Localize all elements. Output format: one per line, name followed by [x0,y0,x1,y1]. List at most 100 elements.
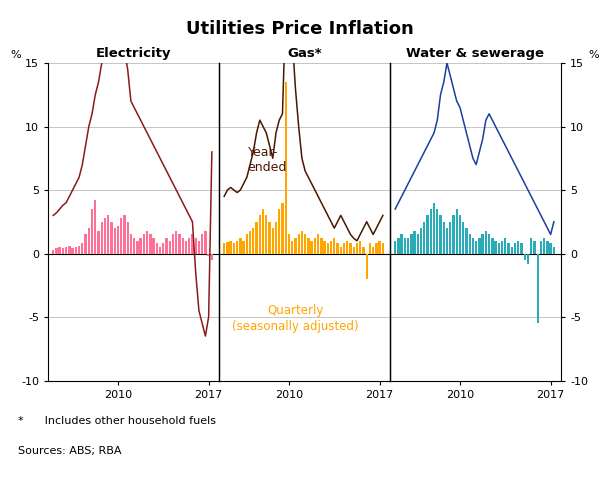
Bar [524,254,526,260]
Bar [169,241,171,254]
Bar [511,247,513,254]
Bar [301,231,303,254]
Bar [94,200,97,254]
Bar [68,246,71,254]
Text: Quarterly
(seasonally adjusted): Quarterly (seasonally adjusted) [232,304,359,333]
Bar [485,231,487,254]
Bar [416,234,419,254]
Bar [407,238,409,254]
Bar [249,231,251,254]
Bar [159,247,161,254]
Bar [127,222,129,254]
Bar [536,254,539,324]
Bar [446,228,448,254]
Bar [272,228,274,254]
Bar [262,209,264,254]
Bar [333,238,335,254]
Bar [540,241,542,254]
Bar [139,238,142,254]
Text: Sources: ABS; RBA: Sources: ABS; RBA [18,446,121,456]
Title: Water & sewerage: Water & sewerage [407,47,545,60]
Bar [58,247,61,254]
Bar [110,222,113,254]
Bar [530,238,532,254]
Bar [330,241,332,254]
Bar [146,231,148,254]
Bar [459,215,461,254]
Bar [404,238,406,254]
Bar [74,247,77,254]
Bar [340,247,342,254]
Bar [136,241,139,254]
Bar [478,238,481,254]
Bar [397,238,400,254]
Bar [455,209,458,254]
Bar [372,247,374,254]
Bar [120,218,122,254]
Bar [198,241,200,254]
Bar [65,247,67,254]
Text: Utilities Price Inflation: Utilities Price Inflation [186,20,414,38]
Bar [543,238,545,254]
Bar [375,243,377,254]
Bar [88,228,90,254]
Bar [469,234,471,254]
Bar [353,247,355,254]
Bar [394,241,397,254]
Bar [130,234,132,254]
Bar [494,241,497,254]
Bar [382,243,384,254]
Bar [101,222,103,254]
Bar [71,248,74,254]
Bar [239,238,242,254]
Bar [314,238,316,254]
Bar [369,243,371,254]
Bar [245,234,248,254]
Bar [85,234,87,254]
Text: Year-
ended: Year- ended [248,146,287,173]
Bar [185,241,187,254]
Bar [133,238,136,254]
Text: %: % [588,50,599,60]
Bar [356,243,358,254]
Bar [488,234,490,254]
Bar [514,243,516,254]
Bar [284,82,287,254]
Bar [520,243,523,254]
Bar [379,241,381,254]
Bar [97,231,100,254]
Bar [166,238,167,254]
Bar [172,234,174,254]
Bar [223,243,226,254]
Bar [211,254,213,260]
Bar [430,209,432,254]
Bar [208,254,210,256]
Bar [265,215,268,254]
Bar [149,234,152,254]
Bar [52,249,55,254]
Bar [497,243,500,254]
Text: %: % [10,50,21,60]
Bar [91,209,93,254]
Bar [155,243,158,254]
Bar [337,243,338,254]
Bar [439,215,442,254]
Bar [307,238,310,254]
Bar [162,243,164,254]
Bar [343,243,345,254]
Bar [359,241,361,254]
Bar [175,231,178,254]
Bar [104,218,106,254]
Bar [143,234,145,254]
Bar [152,238,155,254]
Bar [178,234,181,254]
Bar [508,243,509,254]
Bar [501,241,503,254]
Bar [317,234,319,254]
Bar [527,254,529,264]
Bar [242,241,245,254]
Bar [278,209,280,254]
Bar [462,222,464,254]
Bar [443,222,445,254]
Title: Electricity: Electricity [96,47,171,60]
